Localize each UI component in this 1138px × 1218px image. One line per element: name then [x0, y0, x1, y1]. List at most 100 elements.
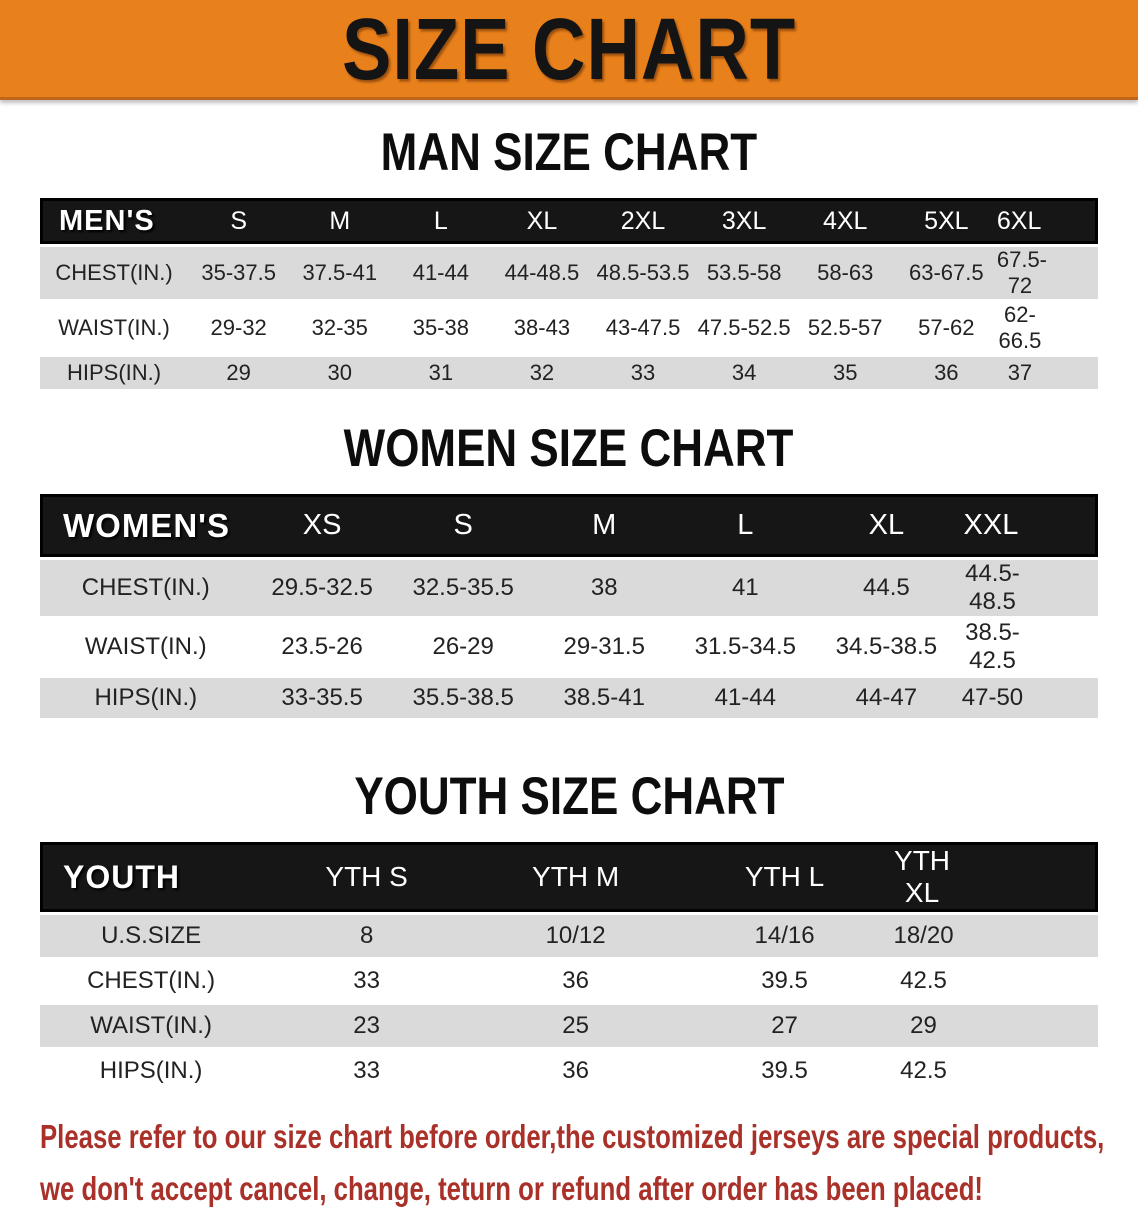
- men-size-table: MEN'S S M L XL 2XL 3XL 4XL 5XL 6XL CHEST(IN.) 35-3…: [40, 198, 1098, 389]
- value-cell: 52.5-57: [794, 299, 896, 354]
- size-column-header: YTH M: [471, 842, 681, 912]
- table-title-cell: YOUTH: [40, 842, 263, 912]
- value-cell: 31.5-34.5: [674, 616, 816, 675]
- row-label-cell: WAIST(IN.): [40, 616, 252, 675]
- value-cell: 8: [262, 912, 472, 957]
- size-column-header: 3XL: [693, 198, 795, 244]
- header-row: YOUTH YTH S YTH M YTH L YTH XL: [40, 842, 1098, 912]
- value-cell: 47.5-52.5: [693, 299, 795, 354]
- row-label-cell: U.S.SIZE: [40, 912, 263, 957]
- value-cell: 38-43: [491, 299, 593, 354]
- value-cell: 63-67.5: [895, 244, 997, 299]
- table-title-cell: MEN'S: [40, 198, 189, 244]
- value-cell: 27: [680, 1002, 890, 1047]
- value-cell: 44.5: [815, 557, 957, 616]
- value-cell: 32.5-35.5: [392, 557, 534, 616]
- value-cell: 35: [794, 354, 896, 389]
- value-cell: 14/16: [680, 912, 890, 957]
- value-cell: 44-47: [815, 675, 957, 718]
- value-cell: 23.5-26: [251, 616, 393, 675]
- value-cell: 39.5: [680, 957, 890, 1002]
- value-cell: 41-44: [674, 675, 816, 718]
- disclaimer: Please refer to our size chart before or…: [40, 1114, 1138, 1218]
- row-label-cell: CHEST(IN.): [40, 244, 189, 299]
- youth-size-table: YOUTH YTH S YTH M YTH L YTH XL U.S.SIZE 8 10/1…: [40, 842, 1098, 1092]
- youth-size-chart-section: YOUTH SIZE CHART YOUTH YTH S YTH M YTH L YTH…: [0, 766, 1138, 1092]
- youth-section-title: YOUTH SIZE CHART: [0, 766, 1138, 826]
- value-cell: 34: [693, 354, 795, 389]
- value-cell: 25: [471, 1002, 681, 1047]
- size-column-header: L: [390, 198, 492, 244]
- value-cell: 10/12: [471, 912, 681, 957]
- size-column-header: YTH S: [262, 842, 472, 912]
- value-cell: 35-38: [390, 299, 492, 354]
- value-cell: 62-66.5: [996, 299, 1098, 354]
- value-cell: 23: [262, 1002, 472, 1047]
- measurement-row: HIPS(IN.) 33-35.5 35.5-38.5 38.5-41 41-44 44-…: [40, 675, 1098, 718]
- value-cell: 44.5-48.5: [956, 557, 1098, 616]
- value-cell: 35.5-38.5: [392, 675, 534, 718]
- measurement-row: CHEST(IN.) 33 36 39.5 42.5: [40, 957, 1098, 1002]
- value-cell: 18/20: [889, 912, 1098, 957]
- value-cell: 32: [491, 354, 593, 389]
- row-label-cell: CHEST(IN.): [40, 557, 252, 616]
- row-label-cell: CHEST(IN.): [40, 957, 263, 1002]
- value-cell: 36: [895, 354, 997, 389]
- value-cell: 43-47.5: [592, 299, 694, 354]
- value-cell: 42.5: [889, 957, 1098, 1002]
- men-section-title: MAN SIZE CHART: [0, 122, 1138, 182]
- measurement-row: HIPS(IN.) 33 36 39.5 42.5: [40, 1047, 1098, 1092]
- disclaimer-line-1-text: Please refer to our size chart before or…: [40, 1118, 1105, 1155]
- value-cell: 29: [889, 1002, 1098, 1047]
- size-column-header: YTH XL: [889, 842, 1098, 912]
- size-column-header: XS: [251, 494, 393, 557]
- row-label-cell: HIPS(IN.): [40, 675, 252, 718]
- women-section-title-text: WOMEN SIZE CHART: [344, 418, 794, 478]
- size-column-header: XL: [815, 494, 957, 557]
- men-section-title-text: MAN SIZE CHART: [380, 122, 758, 182]
- row-label-cell: WAIST(IN.): [40, 299, 189, 354]
- value-cell: 57-62: [895, 299, 997, 354]
- value-cell: 37: [996, 354, 1098, 389]
- value-cell: 33: [592, 354, 694, 389]
- disclaimer-line: Please refer to our size chart before or…: [40, 1114, 1138, 1166]
- value-cell: 48.5-53.5: [592, 244, 694, 299]
- disclaimer-line-2-text: we don't accept cancel, change, teturn o…: [40, 1170, 983, 1207]
- value-cell: 26-29: [392, 616, 534, 675]
- value-cell: 35-37.5: [188, 244, 290, 299]
- value-cell: 31: [390, 354, 492, 389]
- size-column-header: XL: [491, 198, 593, 244]
- value-cell: 33: [262, 957, 472, 1002]
- men-size-chart-section: MAN SIZE CHART MEN'S S M L XL 2XL 3XL 4XL 5XL 6XL…: [0, 122, 1138, 389]
- value-cell: 33: [262, 1047, 472, 1092]
- value-cell: 38.5-42.5: [956, 616, 1098, 675]
- value-cell: 44-48.5: [491, 244, 593, 299]
- measurement-row: WAIST(IN.) 29-32 32-35 35-38 38-43 43-47.5 47.…: [40, 299, 1098, 354]
- size-column-header: M: [289, 198, 391, 244]
- disclaimer-line: we don't accept cancel, change, teturn o…: [40, 1166, 1138, 1218]
- value-cell: 29: [188, 354, 290, 389]
- youth-section-title-text: YOUTH SIZE CHART: [353, 766, 785, 826]
- women-table-header: WOMEN'S XS S M L XL XXL: [40, 494, 1098, 557]
- size-column-header: L: [674, 494, 816, 557]
- measurement-row: WAIST(IN.) 23.5-26 26-29 29-31.5 31.5-34.5 34…: [40, 616, 1098, 675]
- row-label-cell: WAIST(IN.): [40, 1002, 263, 1047]
- value-cell: 67.5-72: [996, 244, 1098, 299]
- table-title-cell: WOMEN'S: [40, 494, 252, 557]
- value-cell: 39.5: [680, 1047, 890, 1092]
- value-cell: 38.5-41: [533, 675, 675, 718]
- value-cell: 33-35.5: [251, 675, 393, 718]
- header-row: WOMEN'S XS S M L XL XXL: [40, 494, 1098, 557]
- measurement-row: HIPS(IN.) 29 30 31 32 33 34 35 36 37: [40, 354, 1098, 389]
- men-table-header: MEN'S S M L XL 2XL 3XL 4XL 5XL 6XL: [40, 198, 1098, 244]
- value-cell: 32-35: [289, 299, 391, 354]
- value-cell: 47-50: [956, 675, 1098, 718]
- row-label-cell: HIPS(IN.): [40, 1047, 263, 1092]
- value-cell: 29-32: [188, 299, 290, 354]
- banner: SIZE CHART: [0, 0, 1138, 100]
- size-column-header: XXL: [956, 494, 1098, 557]
- size-column-header: 6XL: [996, 198, 1098, 244]
- women-table-body: CHEST(IN.) 29.5-32.5 32.5-35.5 38 41 44.5 44.5…: [40, 557, 1098, 718]
- measurement-row: CHEST(IN.) 29.5-32.5 32.5-35.5 38 41 44.5 44.5…: [40, 557, 1098, 616]
